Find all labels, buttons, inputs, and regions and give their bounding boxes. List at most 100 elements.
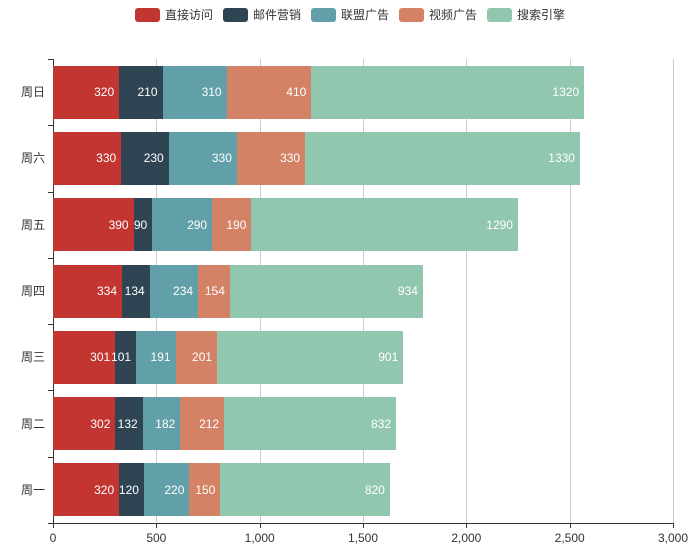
bar-segment-搜索引擎[interactable]: 901 [217,330,404,384]
legend-label: 联盟广告 [340,8,389,22]
grid-line [673,59,674,523]
bar-value-label: 390 [108,217,129,232]
bar-segment-联盟广告[interactable]: 182 [142,397,181,451]
y-category-label: 周日 [20,85,45,100]
y-category-label: 周一 [20,482,45,497]
bar-segment-邮件营销[interactable]: 210 [119,65,163,119]
bar-segment-直接访问[interactable]: 390 [53,198,134,252]
bar-segment-直接访问[interactable]: 320 [53,65,120,119]
bar-value-label: 182 [155,416,176,431]
bar-segment-联盟广告[interactable]: 191 [136,330,176,384]
bar-value-label: 832 [371,416,392,431]
bar-segment-搜索引擎[interactable]: 1290 [251,198,518,252]
legend-item-1[interactable]: 邮件营销 [222,8,301,22]
legend-label: 视频广告 [429,8,478,22]
bar-segment-邮件营销[interactable]: 230 [121,131,169,185]
bar-segment-联盟广告[interactable]: 234 [149,264,199,318]
x-axis-tick [673,523,674,528]
bar-segment-联盟广告[interactable]: 330 [168,131,237,185]
y-category-label: 周三 [20,350,45,365]
bar-value-label: 820 [364,482,385,497]
bar-segment-视频广告[interactable]: 410 [226,65,312,119]
bar-value-label: 330 [211,151,232,166]
bar-value-label: 212 [199,416,220,431]
bar-value-label: 210 [137,85,158,100]
legend-swatch-icon [399,8,424,22]
legend-item-3[interactable]: 视频广告 [399,8,477,22]
bar-segment-邮件营销[interactable]: 101 [111,330,137,384]
y-axis-tick [48,390,53,392]
bar-segment-搜索引擎[interactable]: 934 [229,264,423,318]
bar-value-label: 132 [117,416,138,431]
bar-segment-视频广告[interactable]: 330 [236,131,306,185]
bar-segment-联盟广告[interactable]: 310 [162,65,227,119]
bar-segment-搜索引擎[interactable]: 832 [224,397,397,451]
x-axis-tick [156,523,158,528]
legend-swatch-icon [310,8,336,22]
x-tick-label: 2,500 [554,531,585,545]
bar-value-label: 934 [397,284,418,298]
bar-value-label: 1330 [548,151,575,166]
bar-segment-邮件营销[interactable]: 90 [133,198,153,252]
bar-value-label: 901 [378,350,399,365]
bar-segment-直接访问[interactable]: 334 [53,264,123,318]
grid-line [569,59,571,523]
bar-value-label: 410 [286,85,307,100]
bar-segment-直接访问[interactable]: 330 [53,131,122,185]
bar-segment-联盟广告[interactable]: 290 [152,198,213,252]
bar-segment-搜索引擎[interactable]: 1320 [311,65,585,119]
bar-value-label: 334 [96,284,118,298]
bar-segment-联盟广告[interactable]: 220 [143,463,190,517]
legend-label: 邮件营销 [252,8,301,22]
grid-line [466,59,468,523]
x-axis-line [53,523,673,524]
bar-value-label: 301 [90,350,111,365]
bar-segment-视频广告[interactable]: 150 [189,463,221,517]
bar-segment-邮件营销[interactable]: 132 [115,397,143,451]
y-axis-tick [48,324,53,326]
bar-value-label: 90 [133,217,148,232]
y-axis-tick [48,257,53,259]
y-axis-tick [48,456,53,458]
bar-segment-直接访问[interactable]: 301 [53,330,116,384]
bar-value-label: 1320 [552,85,580,100]
bar-segment-视频广告[interactable]: 212 [180,397,225,451]
legend-label: 直接访问 [164,8,213,22]
bar-value-label: 302 [90,416,111,431]
bar-value-label: 150 [195,482,216,497]
y-category-label: 周五 [20,217,45,232]
x-tick-label: 1,500 [347,531,379,545]
bar-segment-直接访问[interactable]: 302 [53,397,116,451]
bar-value-label: 220 [164,482,185,497]
bar-value-label: 320 [94,482,115,497]
legend-item-4[interactable]: 搜索引擎 [487,8,565,22]
x-tick-label: 2,000 [451,531,482,545]
x-axis-tick [53,523,54,528]
bar-segment-搜索引擎[interactable]: 820 [220,463,390,517]
bar-segment-搜索引擎[interactable]: 1330 [305,131,580,185]
bar-segment-视频广告[interactable]: 154 [198,264,230,318]
bar-value-label: 330 [96,151,117,166]
y-category-label: 周六 [20,151,45,166]
bar-value-label: 154 [204,284,225,298]
legend-item-0[interactable]: 直接访问 [134,8,213,22]
y-axis-tick [48,125,53,127]
bar-value-label: 330 [280,151,301,166]
bar-segment-邮件营销[interactable]: 120 [119,463,144,517]
bar-segment-视频广告[interactable]: 201 [175,330,218,384]
bar-segment-视频广告[interactable]: 190 [212,198,252,252]
legend: 直接访问 邮件营销 联盟广告 视频广告 搜索引擎 [0,8,700,22]
bar-value-label: 134 [124,284,145,298]
y-axis-tick [48,191,53,193]
y-axis-tick [48,59,53,60]
bar-segment-直接访问[interactable]: 320 [53,463,120,517]
bar-value-label: 191 [150,350,171,365]
bar-segment-邮件营销[interactable]: 134 [122,264,150,318]
legend-item-2[interactable]: 联盟广告 [310,8,389,22]
x-tick-label: 3,000 [657,531,689,545]
legend-label: 搜索引擎 [517,8,566,22]
x-tick-label: 1,000 [244,531,275,545]
legend-swatch-icon [134,8,160,22]
y-category-label: 周二 [20,416,45,431]
bar-value-label: 101 [111,350,132,365]
